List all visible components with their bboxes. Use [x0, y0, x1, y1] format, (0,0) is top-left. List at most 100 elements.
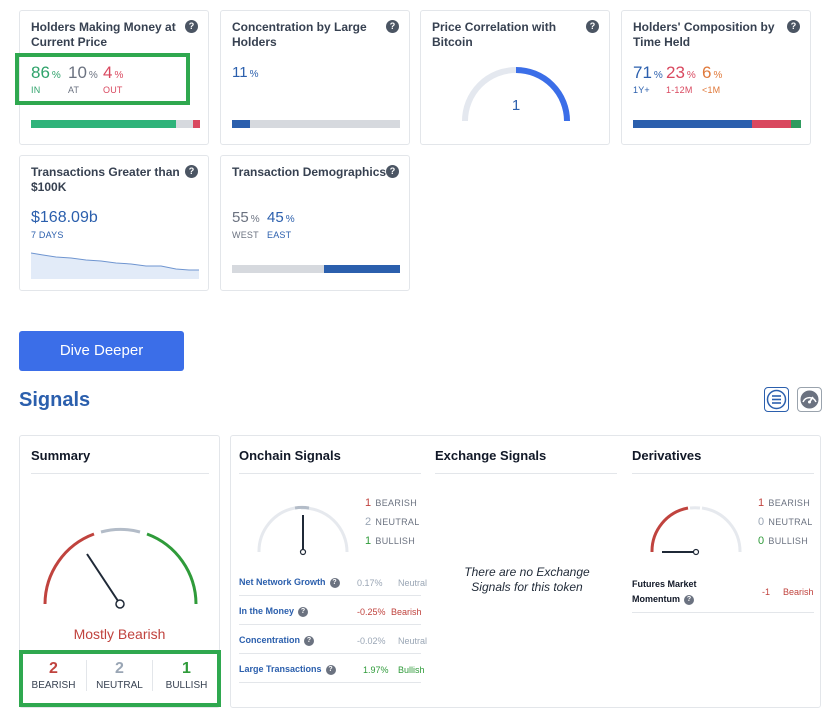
gauge-icon — [800, 390, 819, 409]
large-tx-value: $168.09b — [31, 209, 98, 226]
summary-count-bullish: 1 BULLISH — [165, 660, 208, 691]
concentration-bar — [232, 120, 400, 128]
card-transaction-demographics: Transaction Demographics ? 55% WEST 45% … — [220, 155, 410, 291]
summary-title: Summary — [31, 448, 91, 463]
correlation-value: 1 — [511, 97, 521, 114]
derivatives-neutral-legend: 0 NEUTRAL — [758, 516, 813, 528]
row-status: Bearish — [783, 587, 814, 597]
concentration-value: 11% — [232, 64, 259, 81]
help-icon[interactable]: ? — [787, 20, 800, 33]
summary-divider — [31, 473, 209, 474]
bar-segment-west — [232, 265, 325, 273]
card-title: Holders Making Money at Current Price — [31, 20, 176, 49]
onchain-bearish-legend: 1 BEARISH — [365, 497, 418, 509]
west-value: 55% — [232, 209, 260, 226]
help-icon: ? — [329, 577, 340, 588]
card-holders-composition: Holders' Composition by Time Held ? 71% … — [621, 10, 811, 145]
help-icon: ? — [684, 594, 694, 605]
card-holders-making-money: Holders Making Money at Current Price ? … — [19, 10, 209, 145]
row-divider — [239, 595, 421, 596]
east-value: 45% — [267, 209, 295, 226]
west-label: WEST — [232, 230, 259, 240]
onchain-row[interactable]: Large Transactions? 1.97% Bullish — [239, 659, 429, 681]
help-icon[interactable]: ? — [586, 20, 599, 33]
bar-segment-out — [193, 120, 200, 128]
summary-gauge — [43, 527, 198, 609]
row-value: -0.02% — [357, 636, 386, 646]
onchain-row[interactable]: Concentration? -0.02% Neutral — [239, 630, 429, 652]
demographics-bar — [232, 265, 400, 273]
derivatives-gauge — [650, 506, 742, 556]
derivatives-divider — [632, 473, 814, 474]
summary-verdict: Mostly Bearish — [73, 626, 166, 642]
summary-count-neutral: 2 NEUTRAL — [86, 660, 153, 691]
row-status: Bearish — [391, 607, 422, 617]
card-large-transactions: Transactions Greater than $100K ? $168.0… — [19, 155, 209, 291]
card-title: Transactions Greater than $100K — [31, 165, 180, 194]
help-icon[interactable]: ? — [185, 20, 198, 33]
row-divider — [632, 612, 814, 613]
bar-segment-at — [176, 120, 194, 128]
row-value: -1 — [762, 587, 771, 597]
card-title: Transaction Demographics — [232, 165, 387, 179]
long-term-label: 1Y+ — [633, 85, 650, 95]
card-btc-correlation: Price Correlation with Bitcoin ? 1 — [420, 10, 610, 145]
row-value: 0.17% — [357, 578, 383, 588]
composition-bar — [633, 120, 801, 128]
correlation-gauge — [462, 67, 570, 122]
summary-count-bearish: 2 BEARISH — [31, 660, 76, 691]
onchain-row[interactable]: Net Network Growth? 0.17% Neutral — [239, 572, 429, 594]
onchain-row[interactable]: In the Money? -0.25% Bearish — [239, 601, 429, 623]
bar-segment-east — [324, 265, 400, 273]
exchange-title: Exchange Signals — [435, 448, 547, 463]
gauge-view-button[interactable] — [797, 387, 822, 412]
short-term-label: <1M — [702, 85, 721, 95]
signals-title: Signals — [19, 389, 91, 411]
dive-deeper-button[interactable]: Dive Deeper — [19, 331, 184, 371]
in-value: 86% — [31, 63, 61, 82]
bar-segment-in — [31, 120, 177, 128]
row-divider — [239, 624, 421, 625]
highlight-box-holders — [15, 53, 190, 105]
out-value: 4% — [103, 63, 124, 82]
derivatives-row[interactable]: Futures Market Momentum? -1 Bearish — [632, 574, 820, 608]
mid-term-label: 1-12M — [666, 85, 693, 95]
out-label: OUT — [103, 85, 123, 95]
card-title: Holders' Composition by Time Held — [633, 20, 775, 49]
onchain-gauge — [257, 505, 349, 556]
card-concentration: Concentration by Large Holders ? 11% — [220, 10, 410, 145]
derivatives-bearish-legend: 1 BEARISH — [758, 497, 811, 509]
summary-card: Summary Mostly Bearish 2 BEARISH 2 NEUTR… — [19, 435, 220, 708]
bar-segment-short — [790, 120, 801, 128]
large-tx-sparkline — [31, 252, 199, 279]
row-label: Concentration? — [239, 635, 315, 646]
row-value: -0.25% — [357, 607, 386, 617]
row-label: Large Transactions? — [239, 664, 336, 675]
signals-detail-card: Onchain Signals 1 BEARISH 2 NEUTRAL 1 BULLI… — [230, 435, 821, 708]
help-icon[interactable]: ? — [386, 165, 399, 178]
help-icon: ? — [304, 635, 315, 646]
row-divider — [239, 653, 421, 654]
exchange-divider — [435, 473, 617, 474]
help-icon[interactable]: ? — [386, 20, 399, 33]
row-status: Bullish — [398, 665, 425, 675]
east-label: EAST — [267, 230, 292, 240]
row-status: Neutral — [398, 636, 428, 646]
list-view-button[interactable] — [764, 387, 789, 412]
onchain-neutral-legend: 2 NEUTRAL — [365, 516, 420, 528]
bar-segment-mid — [752, 120, 791, 128]
row-label: Net Network Growth? — [239, 577, 340, 588]
large-tx-period: 7 DAYS — [31, 230, 64, 240]
short-term-value: 6% — [702, 63, 723, 82]
row-status: Neutral — [398, 578, 428, 588]
derivatives-bullish-legend: 0 BULLISH — [758, 535, 809, 547]
row-divider — [239, 682, 421, 683]
long-term-value: 71% — [633, 63, 663, 82]
highlight-box-summary — [19, 650, 221, 707]
card-title: Price Correlation with Bitcoin — [432, 20, 557, 49]
onchain-divider — [239, 473, 421, 474]
in-label: IN — [31, 85, 41, 95]
at-label: AT — [68, 85, 80, 95]
help-icon: ? — [298, 606, 309, 617]
help-icon[interactable]: ? — [185, 165, 198, 178]
